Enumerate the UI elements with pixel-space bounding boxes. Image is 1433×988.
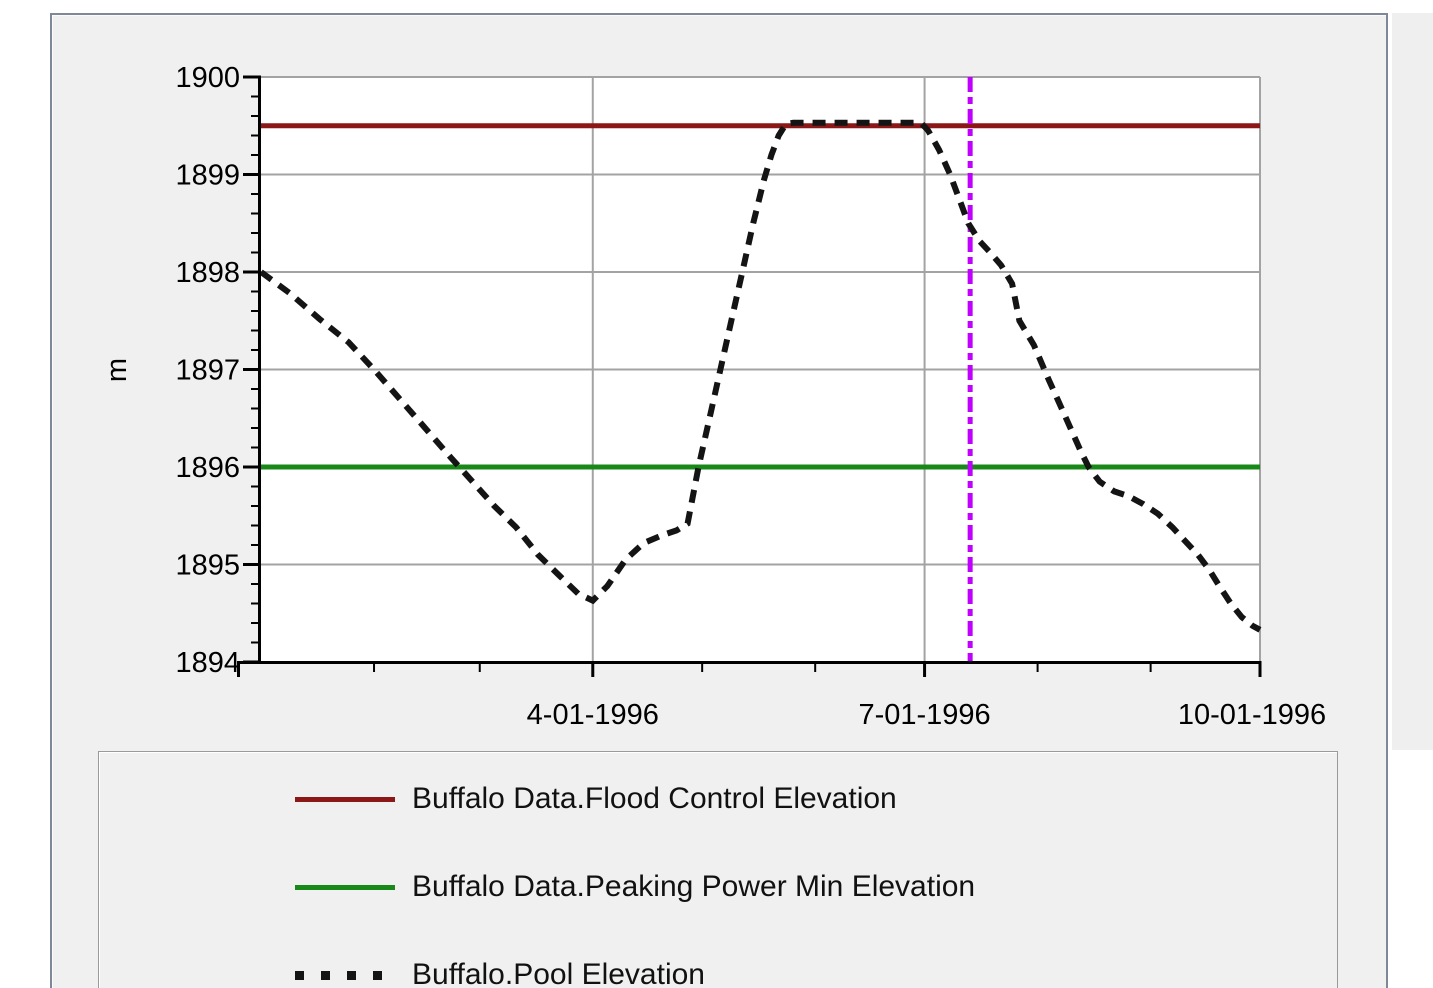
legend-label: Buffalo.Pool Elevation bbox=[412, 958, 705, 988]
legend-row-flood-control: Buffalo Data.Flood Control Elevation bbox=[99, 755, 1337, 843]
pool-elevation-curve bbox=[259, 119, 1262, 633]
right-background-strip bbox=[1392, 13, 1433, 750]
legend-row-pool-elevation: Buffalo.Pool Elevation bbox=[99, 931, 1337, 988]
peaking-power-swatch bbox=[295, 884, 395, 890]
x-tick-label: 10-01-1996 bbox=[1178, 699, 1326, 731]
x-tick-label: 4-01-1996 bbox=[527, 699, 659, 731]
legend-row-peaking-power: Buffalo Data.Peaking Power Min Elevation bbox=[99, 843, 1337, 931]
legend-label: Buffalo Data.Flood Control Elevation bbox=[412, 782, 897, 815]
pool-elevation-swatch bbox=[295, 970, 395, 980]
y-axis-title: m bbox=[101, 358, 133, 382]
y-tick-label: 1896 bbox=[175, 452, 240, 484]
y-tick-label: 1895 bbox=[175, 550, 240, 582]
flood-control-swatch bbox=[295, 796, 395, 802]
y-tick-label: 1897 bbox=[175, 355, 240, 387]
legend-label: Buffalo Data.Peaking Power Min Elevation bbox=[412, 870, 976, 903]
y-tick-label: 1894 bbox=[175, 647, 240, 679]
x-tick-label: 7-01-1996 bbox=[858, 699, 990, 731]
y-tick-label: 1898 bbox=[175, 257, 240, 289]
y-tick-label: 1900 bbox=[175, 62, 240, 94]
y-tick-label: 1899 bbox=[175, 160, 240, 192]
legend-box: Buffalo Data.Flood Control Elevation Buf… bbox=[98, 751, 1338, 988]
